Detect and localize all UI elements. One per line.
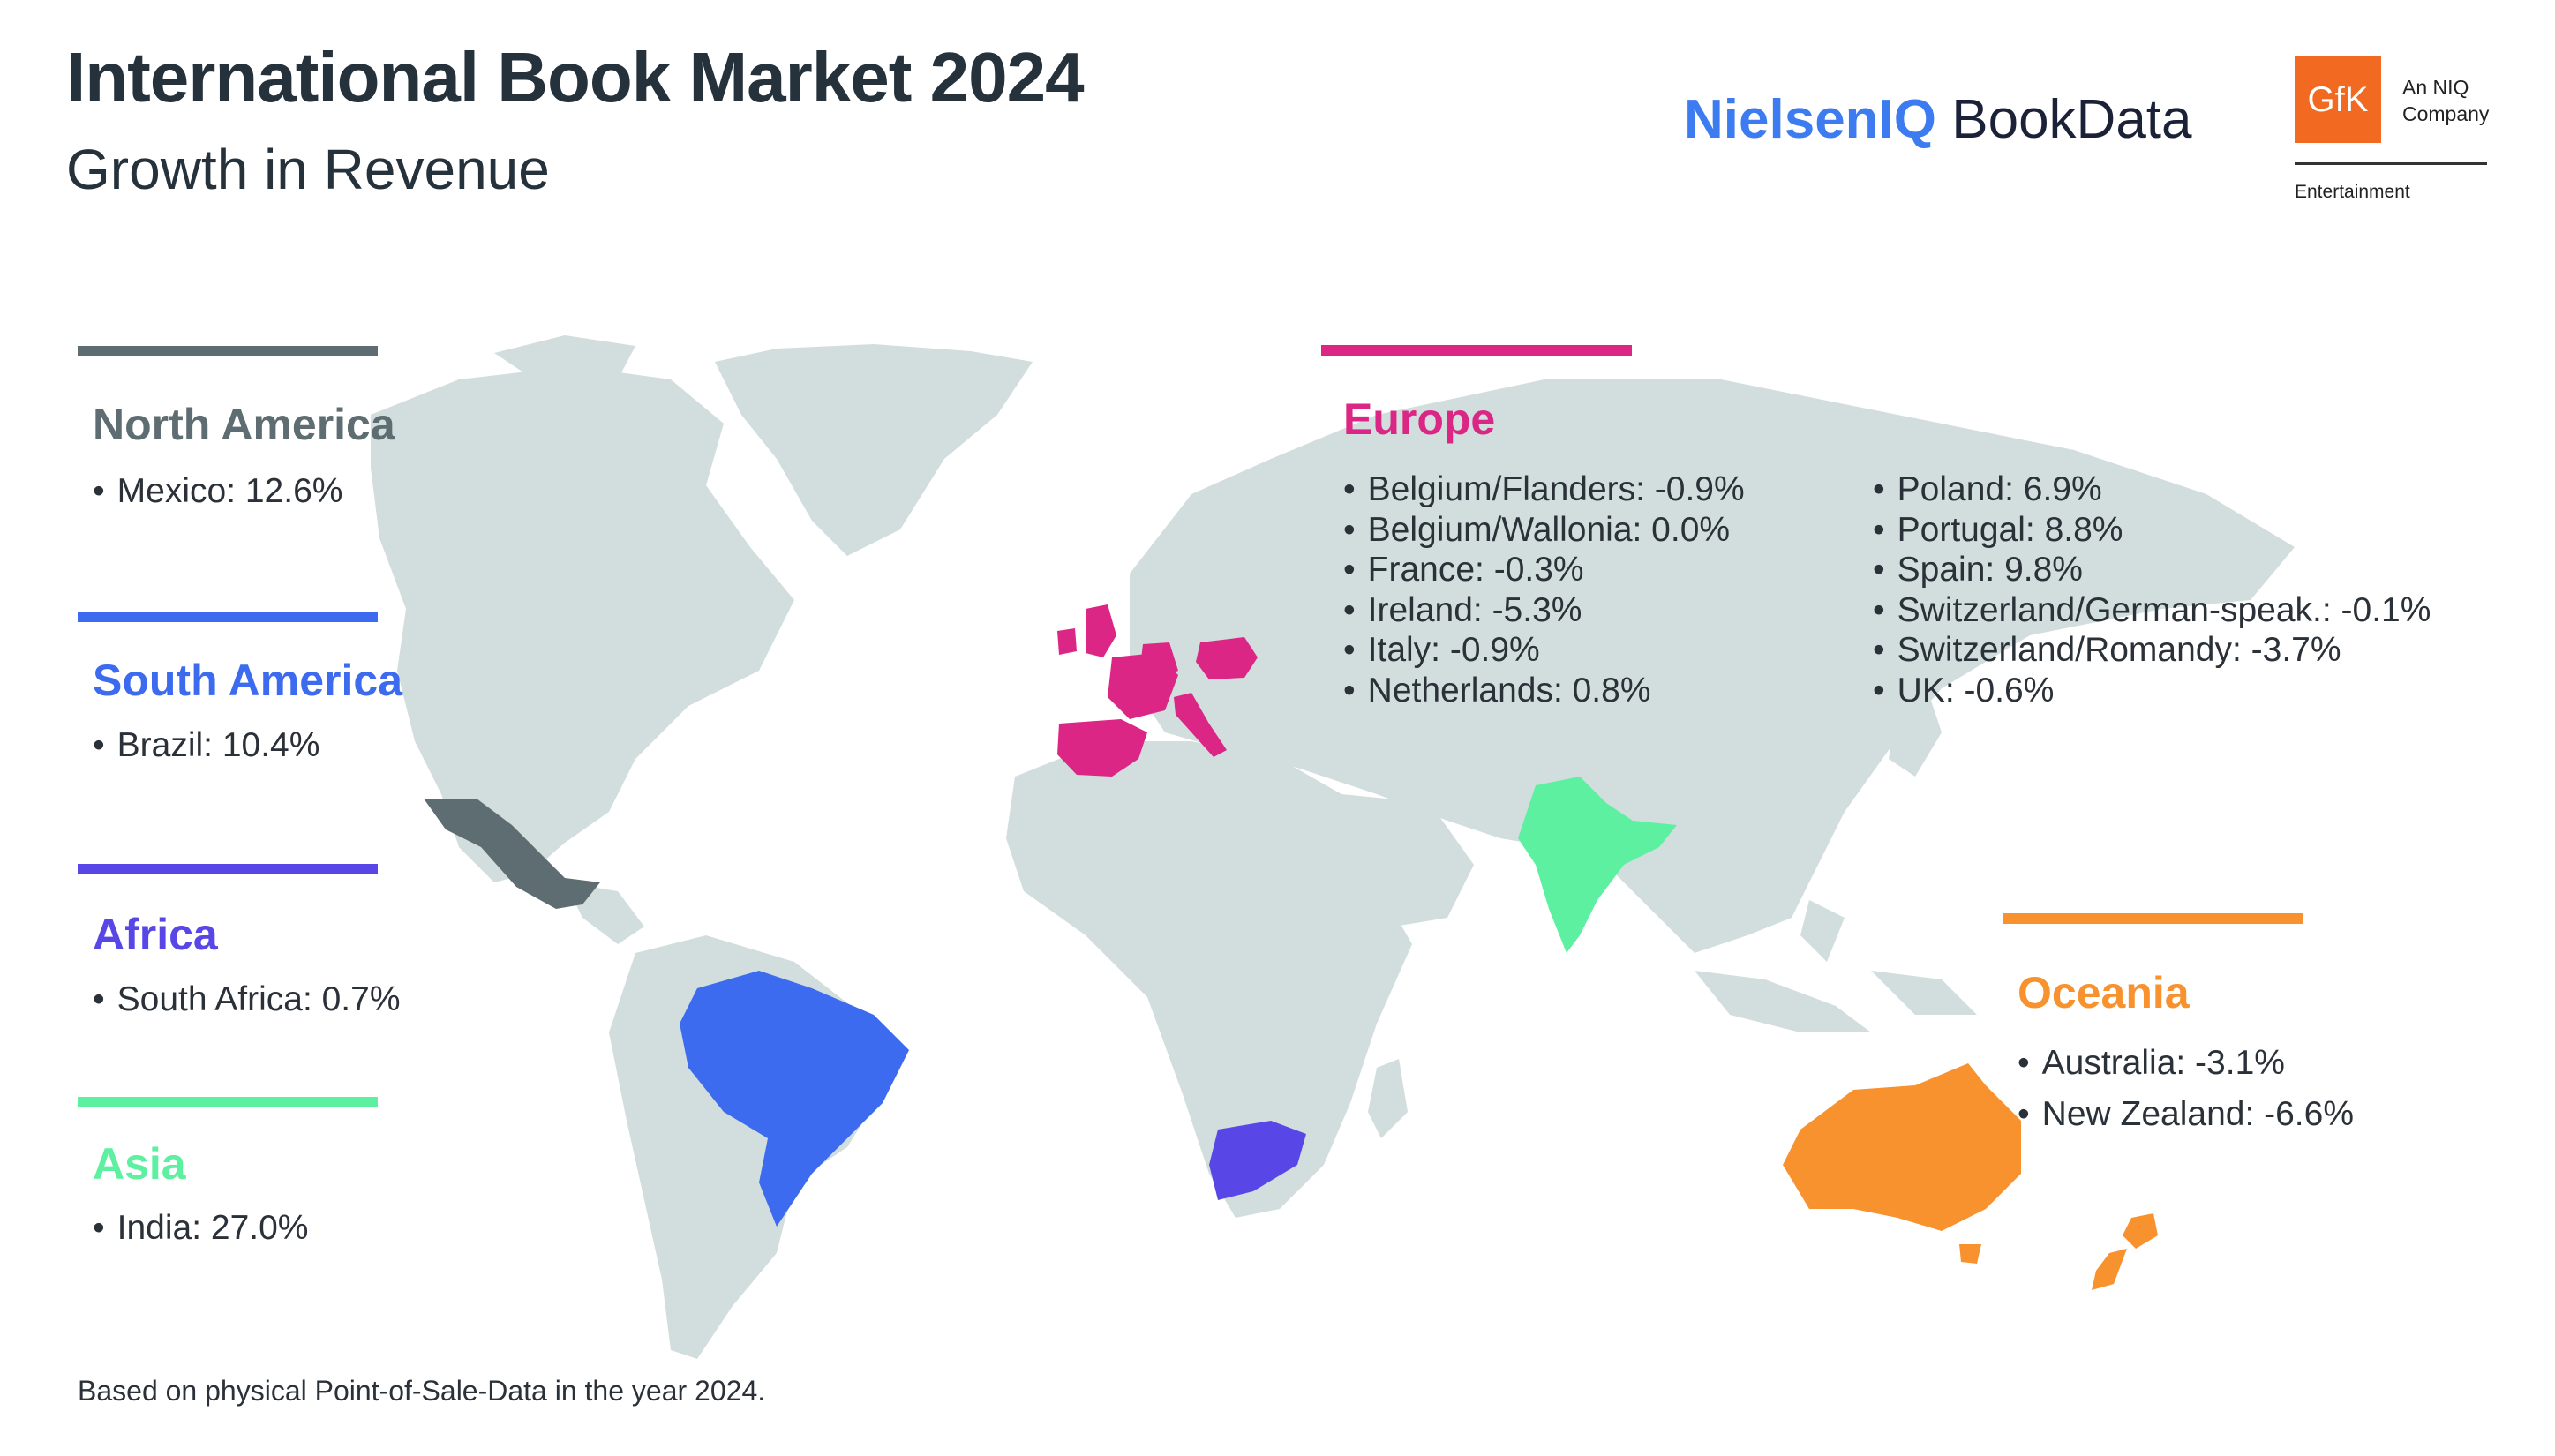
list-item: Belgium/Wallonia: 0.0%: [1343, 510, 1745, 551]
page-title: International Book Market 2024: [66, 38, 1085, 116]
new-zealand-shape: [2123, 1213, 2158, 1249]
footnote: Based on physical Point-of-Sale-Data in …: [78, 1375, 766, 1407]
uk-shape: [1086, 604, 1116, 657]
south-america-bar: [78, 612, 378, 622]
oceania-heading: Oceania: [2018, 968, 2190, 1017]
bookdata-logo-text: BookData: [1951, 89, 2192, 150]
europe-list-col2: Poland: 6.9% Portugal: 8.8% Spain: 9.8% …: [1873, 469, 2431, 710]
list-item: Brazil: 10.4%: [93, 725, 320, 766]
europe-bar: [1321, 345, 1632, 356]
oceania-list: Australia: -3.1% New Zealand: -6.6%: [2018, 1038, 2354, 1140]
list-item: Netherlands: 0.8%: [1343, 671, 1745, 711]
gfk-tagline-line-1: An NIQ: [2402, 76, 2469, 99]
list-item: Spain: 9.8%: [1873, 550, 2431, 590]
south-africa-shape: [1209, 1121, 1306, 1200]
asia-bar: [78, 1097, 378, 1107]
north-america-list: Mexico: 12.6%: [93, 471, 343, 512]
africa-bar: [78, 864, 378, 874]
list-item: India: 27.0%: [93, 1208, 309, 1249]
list-item: South Africa: 0.7%: [93, 979, 401, 1020]
list-item: Mexico: 12.6%: [93, 471, 343, 512]
list-item: Australia: -3.1%: [2018, 1038, 2354, 1089]
north-america-bar: [78, 346, 378, 356]
list-item: Italy: -0.9%: [1343, 630, 1745, 671]
oceania-bar: [2003, 913, 2303, 924]
gfk-tagline: An NIQ Company: [2402, 74, 2489, 127]
list-item: Poland: 6.9%: [1873, 469, 2431, 510]
spain-portugal-shape: [1057, 719, 1147, 777]
list-item: Switzerland/German-speak.: -0.1%: [1873, 590, 2431, 631]
gfk-divider: [2295, 162, 2487, 165]
europe-list-col1: Belgium/Flanders: -0.9% Belgium/Wallonia…: [1343, 469, 1745, 710]
asia-heading: Asia: [93, 1139, 186, 1189]
south-america-heading: South America: [93, 656, 403, 705]
nielseniq-bookdata-logo: NielsenIQ BookData: [1684, 93, 2192, 147]
list-item: Belgium/Flanders: -0.9%: [1343, 469, 1745, 510]
north-america-heading: North America: [93, 400, 395, 449]
gfk-division-label: Entertainment: [2295, 182, 2410, 202]
tasmania-shape: [1959, 1244, 1981, 1264]
new-zealand-south-shape: [2092, 1249, 2127, 1290]
list-item: New Zealand: -6.6%: [2018, 1089, 2354, 1140]
benelux-switzerland-shape: [1140, 642, 1178, 681]
gfk-tagline-line-2: Company: [2402, 102, 2490, 125]
list-item: Portugal: 8.8%: [1873, 510, 2431, 551]
gfk-logo: GfK: [2295, 56, 2381, 143]
page-subtitle: Growth in Revenue: [66, 138, 550, 201]
ireland-shape: [1057, 628, 1077, 655]
list-item: Switzerland/Romandy: -3.7%: [1873, 630, 2431, 671]
asia-list: India: 27.0%: [93, 1208, 309, 1249]
niq-logo-text: NielsenIQ: [1684, 89, 1936, 150]
africa-list: South Africa: 0.7%: [93, 979, 401, 1020]
list-item: France: -0.3%: [1343, 550, 1745, 590]
brazil-shape: [680, 971, 909, 1227]
poland-shape: [1196, 637, 1258, 679]
europe-heading: Europe: [1343, 394, 1496, 444]
south-america-list: Brazil: 10.4%: [93, 725, 320, 766]
list-item: Ireland: -5.3%: [1343, 590, 1745, 631]
mexico-shape: [424, 799, 600, 909]
list-item: UK: -0.6%: [1873, 671, 2431, 711]
india-shape: [1518, 777, 1677, 953]
italy-shape: [1174, 693, 1227, 757]
africa-heading: Africa: [93, 910, 218, 959]
australia-shape: [1783, 1063, 2021, 1231]
